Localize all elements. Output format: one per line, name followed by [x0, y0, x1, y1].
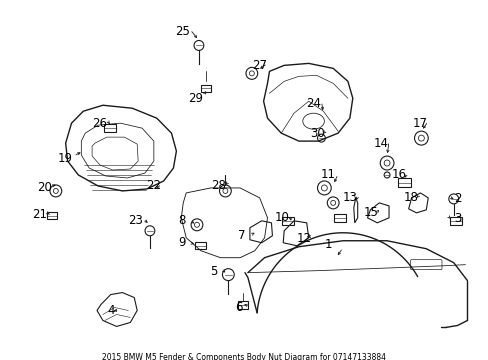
Text: 27: 27 [252, 59, 266, 72]
Text: 16: 16 [390, 168, 406, 181]
Text: 30: 30 [309, 127, 324, 140]
Text: 15: 15 [363, 206, 378, 219]
Text: 13: 13 [342, 192, 357, 204]
Text: 2015 BMW M5 Fender & Components Body Nut Diagram for 07147133884: 2015 BMW M5 Fender & Components Body Nut… [102, 354, 386, 360]
Text: 17: 17 [412, 117, 427, 130]
Text: 25: 25 [175, 25, 189, 38]
Text: 24: 24 [305, 97, 321, 110]
Text: 26: 26 [92, 117, 107, 130]
Text: 2: 2 [453, 192, 461, 206]
Text: 28: 28 [211, 179, 225, 193]
Text: 7: 7 [238, 229, 245, 242]
Text: 5: 5 [209, 265, 217, 278]
Text: 4: 4 [107, 304, 114, 317]
Text: 20: 20 [37, 181, 51, 194]
Text: 21: 21 [32, 208, 46, 221]
Text: 18: 18 [403, 192, 418, 204]
Text: 6: 6 [235, 301, 243, 314]
Text: 22: 22 [146, 179, 161, 193]
Text: 19: 19 [58, 152, 73, 165]
Text: 11: 11 [320, 168, 335, 181]
Text: 29: 29 [188, 92, 203, 105]
Text: 8: 8 [178, 214, 185, 227]
Text: 14: 14 [373, 136, 388, 150]
Text: 23: 23 [127, 214, 142, 227]
Text: 10: 10 [274, 211, 289, 224]
Text: 12: 12 [296, 232, 311, 245]
Text: 1: 1 [324, 238, 331, 251]
Text: 9: 9 [178, 236, 185, 249]
Text: 3: 3 [453, 212, 460, 225]
